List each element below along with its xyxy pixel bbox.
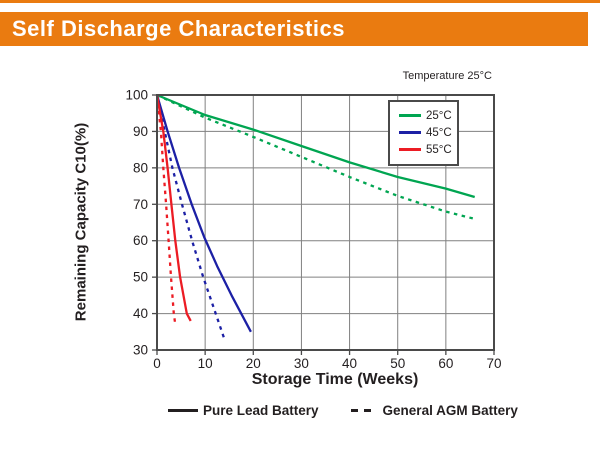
solid-line-swatch bbox=[168, 409, 198, 412]
x-tick-label: 50 bbox=[390, 356, 405, 371]
series-45-c-general-agm-battery bbox=[155, 94, 226, 340]
y-tick-label: 70 bbox=[133, 197, 148, 212]
x-tick-label: 20 bbox=[246, 356, 261, 371]
series-55-c-general-agm-battery bbox=[155, 94, 177, 325]
legend-item: 55°C bbox=[399, 141, 457, 158]
x-tick-label: 30 bbox=[294, 356, 309, 371]
pure-lead-label: Pure Lead Battery bbox=[203, 403, 319, 418]
legend-line-swatch bbox=[399, 148, 421, 151]
x-tick-label: 70 bbox=[486, 356, 501, 371]
series-55-c-pure-lead-battery bbox=[155, 94, 192, 322]
x-tick-label: 60 bbox=[438, 356, 453, 371]
legend-item: 45°C bbox=[399, 124, 457, 141]
x-axis-title: Storage Time (Weeks) bbox=[251, 371, 419, 388]
legend-label: 55°C bbox=[426, 143, 452, 156]
x-tick-label: 0 bbox=[153, 356, 161, 371]
y-tick-label: 80 bbox=[133, 160, 148, 175]
legend-item: 25°C bbox=[399, 107, 457, 124]
temperature-legend: 25°C 45°C 55°C bbox=[388, 100, 459, 166]
y-axis-title: Remaining Capacity C10(%) bbox=[72, 122, 90, 322]
page-title: Self Discharge Characteristics bbox=[12, 16, 345, 41]
general-agm-label: General AGM Battery bbox=[382, 403, 518, 418]
x-tick-label: 40 bbox=[342, 356, 357, 371]
y-tick-label: 50 bbox=[133, 270, 148, 285]
y-tick-label: 30 bbox=[133, 343, 148, 358]
y-tick-label: 100 bbox=[125, 88, 148, 103]
dashed-line-swatch bbox=[350, 409, 377, 412]
legend-label: 25°C bbox=[426, 109, 452, 122]
series-45-c-pure-lead-battery bbox=[155, 94, 252, 333]
series-25-c-pure-lead-battery bbox=[156, 93, 476, 199]
line-type-legend: Pure Lead Battery General AGM Battery bbox=[168, 403, 518, 418]
top-accent-strip bbox=[0, 0, 600, 3]
x-tick-label: 10 bbox=[198, 356, 213, 371]
y-tick-label: 60 bbox=[133, 233, 148, 248]
title-bar: Self Discharge Characteristics bbox=[0, 12, 588, 46]
legend-line-swatch bbox=[399, 114, 421, 117]
temperature-note: Temperature 25°C bbox=[402, 70, 492, 82]
plot-border bbox=[156, 94, 495, 351]
legend-label: 45°C bbox=[426, 126, 452, 139]
y-tick-label: 90 bbox=[133, 124, 148, 139]
legend-line-swatch bbox=[399, 131, 421, 134]
y-tick-label: 40 bbox=[133, 306, 148, 321]
